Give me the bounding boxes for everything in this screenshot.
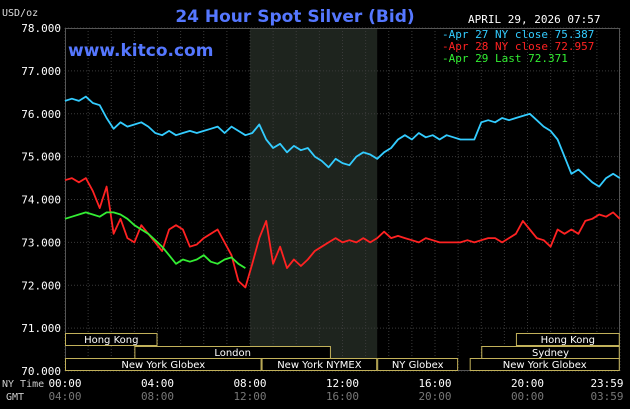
session-bar: New York NYMEX xyxy=(261,358,378,371)
watermark-url: www.kitco.com xyxy=(68,41,213,61)
y-tick-label: 70.000 xyxy=(21,365,61,378)
x-tick-label-gmt: 04:00 xyxy=(48,390,81,403)
session-bar: Sydney xyxy=(481,346,620,359)
series-line-apr-29 xyxy=(64,211,246,269)
session-bar: Hong Kong xyxy=(65,333,158,346)
chart-title: 24 Hour Spot Silver (Bid) xyxy=(175,7,414,27)
x-tick-label-gmt: 03:59 xyxy=(590,390,623,403)
y-tick-label: 76.000 xyxy=(21,108,61,121)
session-bar-box xyxy=(377,358,459,371)
x-tick-label-ny: 04:00 xyxy=(141,377,174,390)
legend: -Apr 27 NY close 75.387-Apr 28 NY close … xyxy=(442,28,594,65)
trading-hours-highlight xyxy=(250,28,378,371)
session-bar: NY Globex xyxy=(377,358,459,371)
legend-entry: -Apr 27 NY close 75.387 xyxy=(442,28,594,41)
x-tick-label-ny: 08:00 xyxy=(233,377,266,390)
legend-entry: -Apr 28 NY close 72.957 xyxy=(442,40,594,53)
x-tick-label-ny: 12:00 xyxy=(326,377,359,390)
x-tick-label-ny: 23:59 xyxy=(590,377,623,390)
legend-entry: -Apr 29 Last 72.371 xyxy=(442,52,568,65)
x-tick-label-gmt: 20:00 xyxy=(418,390,451,403)
series-line-apr-27 xyxy=(64,95,621,188)
session-bar-label: Hong Kong xyxy=(84,335,138,346)
y-tick-label: 71.000 xyxy=(21,322,61,335)
y-tick-label: 74.000 xyxy=(21,194,61,207)
session-bar-label: New York Globex xyxy=(503,360,587,371)
x-tick-label-gmt: 12:00 xyxy=(233,390,266,403)
y-tick-label: 75.000 xyxy=(21,151,61,164)
x-tick-label-ny: 16:00 xyxy=(418,377,451,390)
session-bar-box xyxy=(515,333,620,346)
x-tick-label-gmt: 16:00 xyxy=(326,390,359,403)
session-bar-label: New York Globex xyxy=(121,360,205,371)
x-tick-label-gmt: 00:00 xyxy=(511,390,544,403)
session-bar-box xyxy=(469,358,620,371)
series-line-apr-28 xyxy=(64,177,621,289)
session-bar: New York Globex xyxy=(469,358,620,371)
session-bar-label: New York NYMEX xyxy=(277,360,362,371)
session-bar-label: Sydney xyxy=(532,348,569,359)
x-tick-label-ny: 20:00 xyxy=(511,377,544,390)
session-bar-label: Hong Kong xyxy=(541,335,595,346)
session-bar: Hong Kong xyxy=(515,333,620,346)
session-bar-box xyxy=(65,358,262,371)
y-tick-label: 77.000 xyxy=(21,65,61,78)
y-tick-label: 72.000 xyxy=(21,279,61,292)
session-bar-box xyxy=(261,358,378,371)
session-bar-label: NY Globex xyxy=(392,360,444,371)
y-axis-unit: USD/oz xyxy=(2,8,38,19)
series-layer xyxy=(64,95,621,289)
y-axis: 70.000 71.000 72.000 73.000 74.000 75.000 76.0… xyxy=(21,22,61,378)
session-bar-label: London xyxy=(214,348,251,359)
session-bar: New York Globex xyxy=(65,358,262,371)
x-row-label-ny: NY Time xyxy=(2,379,44,390)
session-bar-box xyxy=(65,333,158,346)
x-tick-label-ny: 00:00 xyxy=(48,377,81,390)
x-tick-label-gmt: 08:00 xyxy=(141,390,174,403)
session-bar: London xyxy=(134,346,331,359)
y-tick-label: 73.000 xyxy=(21,236,61,249)
x-row-label-gmt: GMT xyxy=(6,392,24,403)
chart-timestamp: APRIL 29, 2026 07:57 xyxy=(468,13,600,26)
y-tick-label: 78.000 xyxy=(21,22,61,35)
